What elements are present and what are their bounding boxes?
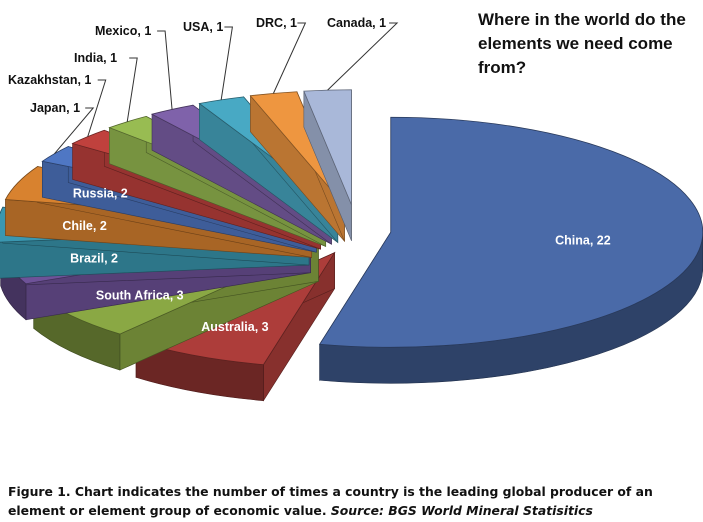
caption-source: Source: BGS World Mineral Statisitics — [330, 503, 593, 518]
label-leader-lines — [54, 22, 399, 155]
leader-line — [157, 30, 173, 110]
caption-text: Figure 1. Chart indicates the number of … — [8, 484, 653, 518]
slice-label-china: China, 22 — [555, 233, 611, 247]
slice-label-canada: Canada, 1 — [327, 16, 386, 30]
chart-title: Where in the world do the elements we ne… — [478, 10, 686, 77]
pie-slices — [0, 89, 703, 402]
slice-label-russia: Russia, 2 — [73, 186, 128, 200]
leader-line — [272, 22, 307, 94]
slice-label-usa: USA, 1 — [183, 20, 223, 34]
slice-label-brazil: Brazil, 2 — [70, 252, 118, 266]
slice-label-drc: DRC, 1 — [256, 16, 297, 30]
slice-top — [318, 116, 703, 348]
pie-slice-canada — [303, 89, 352, 241]
slice-label-south-africa: South Africa, 3 — [96, 289, 184, 303]
pie-chart: China, 22 Australia, 3 South Africa, 3 Braz… — [0, 16, 703, 402]
slice-label-mexico: Mexico, 1 — [95, 24, 151, 38]
figure-caption: Figure 1. Chart indicates the number of … — [8, 482, 698, 520]
slice-label-india: India, 1 — [74, 51, 117, 65]
slice-label-japan: Japan, 1 — [30, 101, 80, 115]
slice-top — [249, 91, 345, 206]
leader-line — [126, 57, 138, 122]
slice-label-chile: Chile, 2 — [62, 219, 107, 233]
pie-slice-china — [318, 116, 703, 384]
leader-line — [87, 79, 107, 137]
slice-labels: China, 22 Australia, 3 South Africa, 3 Braz… — [8, 16, 611, 334]
leader-line — [54, 107, 95, 155]
leader-line — [220, 26, 233, 100]
leader-line — [327, 22, 399, 91]
slice-label-kazakhstan: Kazakhstan, 1 — [8, 73, 91, 87]
slice-label-australia: Australia, 3 — [201, 320, 268, 334]
